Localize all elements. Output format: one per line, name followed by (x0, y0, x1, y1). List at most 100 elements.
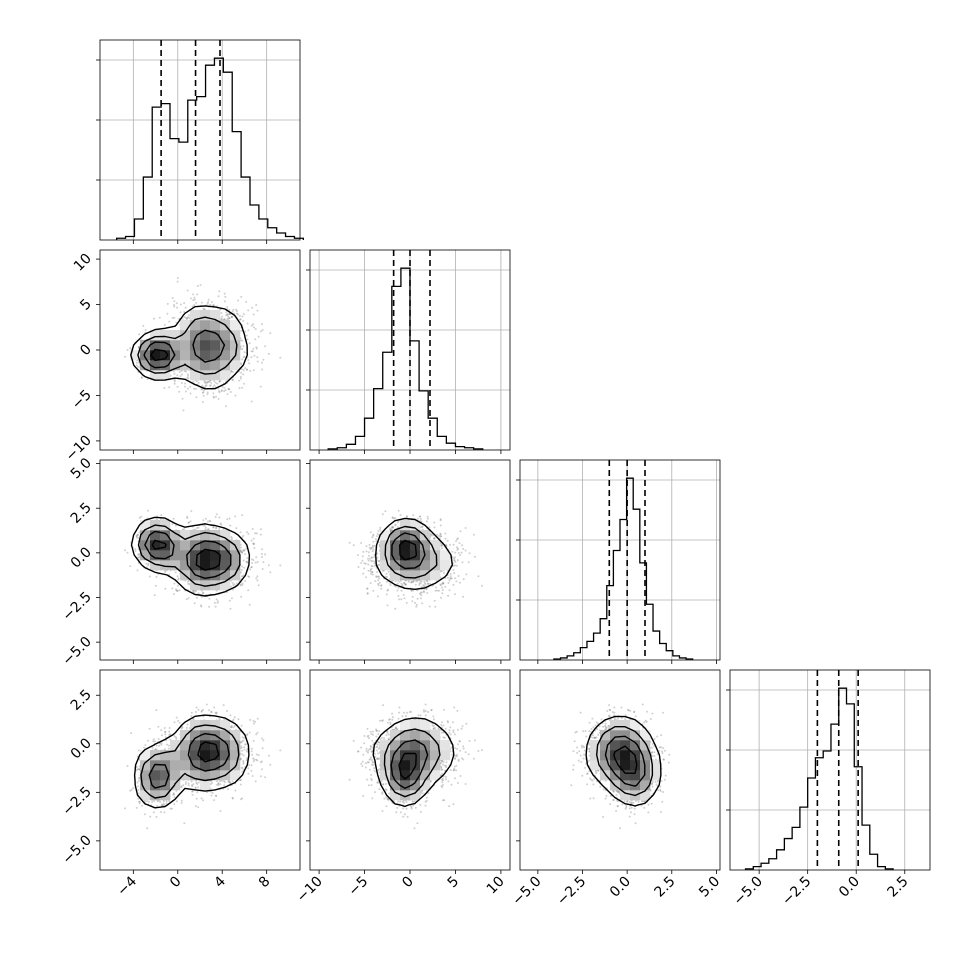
sample-point (193, 304, 196, 306)
sample-point (250, 539, 253, 542)
sample-point (228, 599, 231, 602)
axes-frame (519, 459, 721, 661)
sample-point (247, 575, 250, 578)
sample-point (441, 547, 443, 550)
sample-point (230, 597, 233, 600)
sample-point (260, 553, 263, 555)
density-bin (180, 340, 191, 351)
sample-point (231, 378, 234, 381)
sample-point (208, 597, 211, 600)
sample-point (226, 393, 229, 396)
sample-point (218, 516, 221, 519)
sample-point (240, 295, 243, 298)
sample-point (213, 380, 216, 383)
sample-point (200, 301, 203, 304)
sample-point (256, 356, 259, 359)
sample-point (138, 333, 140, 336)
sample-point (212, 395, 215, 398)
sample-point (458, 581, 461, 584)
sample-point (204, 526, 207, 529)
sample-point (223, 292, 226, 295)
sample-point (206, 520, 209, 523)
sample-point (261, 556, 263, 558)
sample-point (174, 571, 177, 574)
sample-point (218, 391, 221, 394)
sample-point (221, 315, 224, 318)
sample-point (193, 387, 196, 390)
sample-point (231, 378, 234, 381)
sample-point (226, 313, 229, 316)
sample-point (242, 345, 245, 348)
sample-point (215, 527, 218, 530)
sample-point (184, 306, 187, 309)
sample-point (245, 560, 248, 563)
sample-point (250, 566, 253, 568)
sample-point (137, 553, 140, 556)
sample-point (172, 370, 175, 373)
sample-point (245, 547, 248, 550)
sample-point (241, 514, 244, 517)
sample-point (252, 369, 255, 372)
sample-point (126, 348, 129, 351)
sample-point (228, 313, 231, 316)
sample-point (279, 356, 282, 359)
sample-point (214, 381, 217, 384)
sample-point (129, 565, 132, 568)
sample-point (244, 553, 246, 556)
sample-point (247, 329, 250, 332)
sample-point (195, 380, 198, 383)
sample-point (134, 550, 137, 552)
sample-point (370, 567, 373, 570)
sample-point (186, 517, 189, 519)
sample-point (223, 390, 226, 393)
sample-point (173, 382, 176, 385)
sample-point (262, 561, 265, 564)
sample-point (221, 389, 224, 392)
sample-point (262, 358, 265, 361)
sample-point (201, 384, 204, 387)
sample-point (153, 594, 156, 597)
sample-point (171, 587, 174, 590)
sample-point (181, 373, 183, 376)
sample-point (195, 396, 198, 399)
grid-lines (520, 460, 720, 660)
sample-point (248, 342, 251, 345)
sample-point (240, 371, 242, 374)
density-bin (190, 320, 201, 331)
sample-point (217, 295, 220, 298)
sample-point (371, 536, 374, 539)
sample-point (261, 548, 264, 551)
sample-point (200, 388, 203, 391)
sample-point (397, 594, 400, 597)
sample-point (193, 298, 196, 301)
sample-point (242, 313, 245, 316)
sample-point (137, 533, 140, 536)
sample-point (234, 515, 237, 518)
sample-point (238, 387, 241, 390)
sample-point (235, 310, 238, 313)
sample-point (241, 339, 244, 342)
sample-point (179, 375, 182, 378)
sample-point (269, 332, 272, 335)
sample-point (251, 350, 254, 353)
sample-point (135, 361, 138, 364)
sample-point (154, 584, 157, 587)
sample-point (201, 388, 204, 391)
sample-point (137, 345, 140, 348)
sample-point (197, 592, 200, 595)
histogram-1 (327, 267, 484, 450)
sample-point (444, 532, 447, 535)
sample-point (223, 300, 226, 303)
sample-point (204, 384, 207, 387)
sample-point (183, 316, 186, 318)
sample-point (257, 584, 260, 587)
sample-point (173, 380, 176, 383)
sample-point (187, 374, 190, 377)
sample-point (229, 607, 232, 610)
density-bin (190, 560, 201, 571)
sample-point (177, 578, 180, 581)
sample-point (225, 405, 227, 408)
sample-point (374, 580, 377, 583)
sample-point (419, 518, 422, 520)
sample-point (163, 387, 166, 389)
